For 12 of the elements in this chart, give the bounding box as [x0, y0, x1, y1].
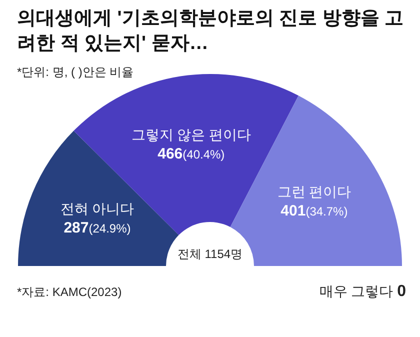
slice-label: 그런 편이다	[277, 184, 352, 200]
data-label: 401(34.7%)	[280, 202, 348, 220]
chart-title: 의대생에게 '기초의학분야로의 진로 방향을 고려한 적 있는지' 묻자…	[17, 7, 405, 56]
chart-subtitle: *단위: 명, ( )안은 비율	[17, 65, 134, 79]
slice-label: 전혀 아니다	[60, 200, 134, 217]
category-label: 매우 그렇다	[319, 283, 394, 299]
data-label: 287(24.9%)	[64, 220, 131, 237]
text: *자료: KAMC(2023)	[17, 285, 122, 299]
text: 전체 1154명	[177, 247, 243, 261]
data-label: 466(40.4%)	[158, 146, 225, 163]
slice-label: 그렇지 않은 편이다	[131, 126, 252, 143]
text: 0	[397, 283, 406, 300]
